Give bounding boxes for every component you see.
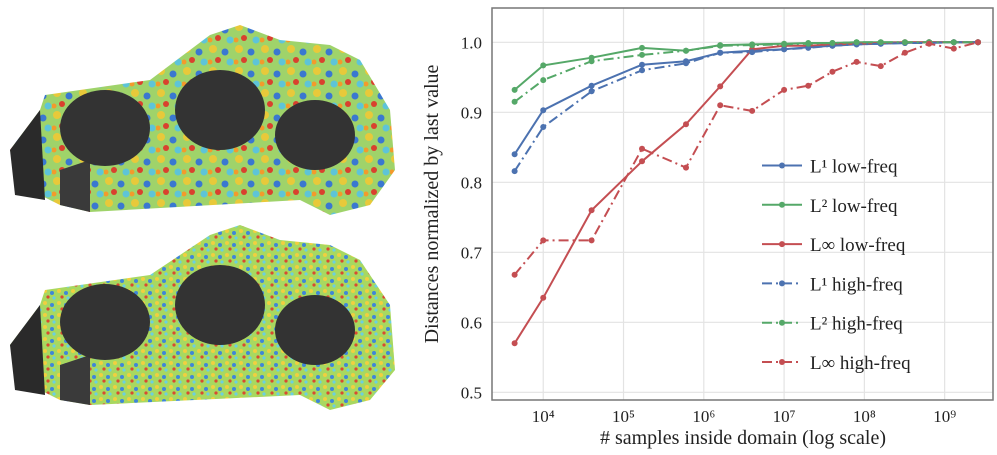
data-point: [974, 39, 981, 46]
data-point: [639, 158, 646, 165]
data-point: [588, 58, 595, 65]
legend-marker: [779, 162, 785, 169]
x-tick-label: 10⁴: [532, 407, 555, 426]
data-point: [805, 40, 812, 47]
data-point: [901, 49, 908, 56]
data-point: [683, 164, 690, 171]
data-point: [950, 39, 957, 46]
data-point: [805, 82, 812, 89]
y-tick-label: 0.5: [461, 383, 482, 402]
data-point: [829, 68, 836, 75]
data-point: [749, 42, 756, 49]
legend-label: L² low-freq: [810, 196, 898, 217]
data-point: [540, 294, 547, 301]
data-point: [926, 40, 933, 47]
series-line: [514, 41, 978, 103]
data-point: [639, 44, 646, 51]
data-point: [588, 237, 595, 244]
data-point: [511, 98, 518, 105]
x-tick-label: 10⁷: [773, 407, 796, 426]
data-point: [511, 340, 518, 347]
render-bottom: [10, 225, 395, 410]
legend-label: L¹ low-freq: [810, 157, 898, 178]
y-tick-label: 0.6: [461, 313, 482, 332]
data-point: [805, 44, 812, 51]
data-point: [853, 58, 860, 65]
y-tick-label: 0.9: [461, 103, 482, 122]
data-point: [877, 63, 884, 70]
legend-label: L∞ low-freq: [810, 235, 906, 256]
data-point: [511, 151, 518, 158]
data-point: [540, 107, 547, 114]
x-tick-label: 10⁸: [853, 407, 876, 426]
y-tick-label: 0.8: [461, 173, 482, 192]
data-point: [717, 102, 724, 109]
data-point: [683, 121, 690, 128]
data-point: [540, 62, 547, 69]
data-point: [901, 39, 908, 46]
data-point: [950, 45, 957, 52]
legend-marker: [779, 241, 785, 248]
data-point: [781, 46, 788, 53]
data-point: [588, 82, 595, 89]
data-point: [511, 168, 518, 175]
data-point: [717, 42, 724, 49]
plot-frame: [491, 7, 994, 401]
data-point: [749, 49, 756, 56]
legend-marker: [779, 359, 785, 365]
data-point: [853, 39, 860, 46]
data-point: [639, 67, 646, 74]
data-point: [717, 83, 724, 90]
y-axis-label: Distances normalized by last value: [421, 64, 443, 343]
data-point: [540, 77, 547, 84]
data-point: [588, 88, 595, 95]
data-point: [639, 51, 646, 58]
data-point: [829, 40, 836, 46]
x-axis-label: # samples inside domain (log scale): [600, 427, 886, 449]
series-line: [513, 41, 979, 276]
render-top: [10, 25, 395, 215]
data-point: [511, 86, 518, 93]
data-point: [588, 207, 595, 214]
data-point: [781, 41, 788, 48]
x-tick-label: 10⁵: [612, 407, 635, 426]
legend-marker: [779, 201, 785, 208]
y-tick-label: 0.7: [461, 243, 483, 262]
data-point: [683, 60, 690, 67]
legend-marker: [779, 280, 785, 287]
data-point: [540, 124, 547, 130]
plot-area: [492, 8, 993, 400]
data-point: [683, 47, 690, 54]
y-tick-label: 1.0: [461, 33, 482, 52]
legend-marker: [779, 319, 785, 326]
data-point: [877, 39, 884, 46]
x-tick-label: 10⁶: [692, 407, 715, 426]
data-point: [540, 237, 547, 244]
data-point: [749, 107, 756, 114]
data-point: [639, 145, 646, 152]
data-point: [639, 61, 646, 68]
legend-label: L² high-freq: [810, 314, 903, 335]
legend-label: L¹ high-freq: [810, 274, 903, 295]
data-point: [781, 86, 788, 93]
x-tick-label: 10⁹: [933, 407, 956, 426]
data-point: [717, 49, 724, 56]
legend-label: L∞ high-freq: [810, 353, 911, 374]
data-point: [511, 271, 518, 278]
